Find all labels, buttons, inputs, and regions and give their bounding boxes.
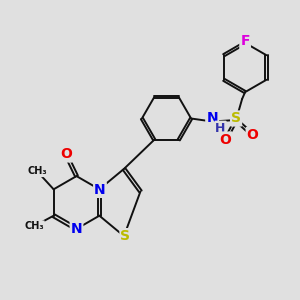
Text: N: N bbox=[94, 183, 106, 197]
Text: O: O bbox=[220, 133, 232, 146]
Text: CH₃: CH₃ bbox=[24, 221, 44, 231]
Text: H: H bbox=[215, 122, 226, 135]
Text: O: O bbox=[60, 148, 72, 161]
Text: CH₃: CH₃ bbox=[27, 166, 47, 176]
Text: N: N bbox=[206, 111, 218, 125]
Text: O: O bbox=[247, 128, 259, 142]
Text: S: S bbox=[231, 112, 241, 125]
Text: S: S bbox=[121, 229, 130, 243]
Text: N: N bbox=[71, 222, 82, 236]
Text: F: F bbox=[240, 34, 250, 48]
